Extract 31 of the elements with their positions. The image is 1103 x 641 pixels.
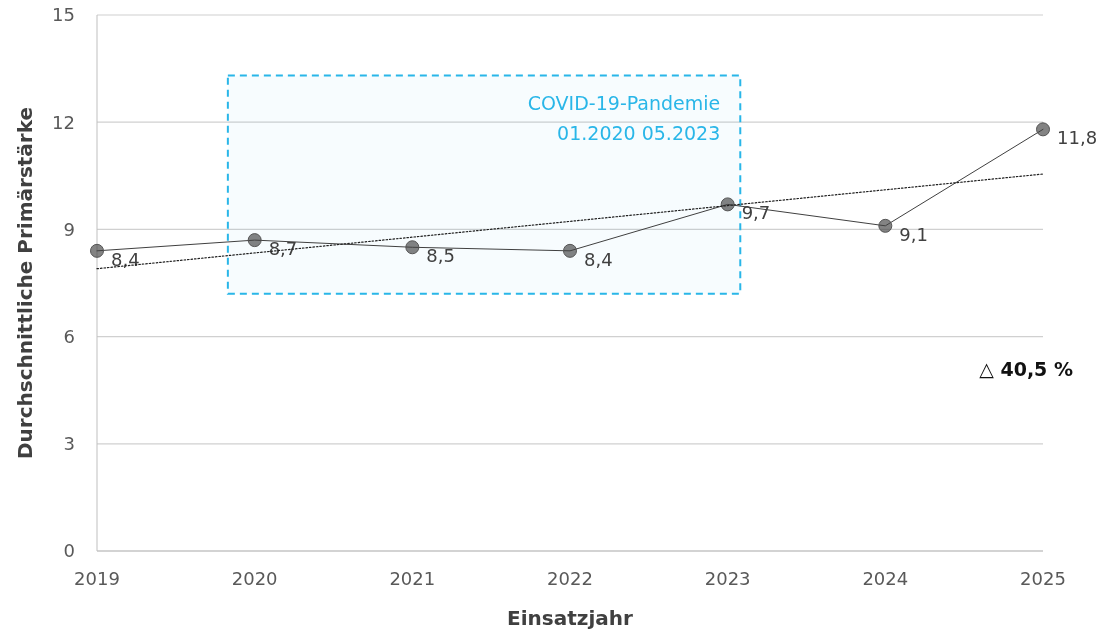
point <box>878 218 893 233</box>
data-label: 11,8 <box>1057 127 1098 149</box>
y-tick-label: 6 <box>63 325 75 347</box>
x-axis-title: Einsatzjahr <box>507 606 634 630</box>
annotation: △ 40,5 % <box>979 357 1073 380</box>
annotation: 01.2020 05.2023 <box>557 121 721 144</box>
x-tick-label: 2025 <box>1020 568 1066 589</box>
y-tick-label: 9 <box>63 218 75 240</box>
data-label: 9,1 <box>899 223 928 245</box>
data-label: 9,7 <box>741 202 771 224</box>
point <box>1036 122 1050 137</box>
x-tick-label: 2023 <box>704 568 751 589</box>
data-label: 8,5 <box>426 245 455 267</box>
y-tick-label: 15 <box>52 4 75 26</box>
y-tick-label: 0 <box>63 540 75 562</box>
point <box>247 233 262 248</box>
x-tick-label: 2021 <box>389 568 436 589</box>
x-tick-label: 2022 <box>547 568 593 589</box>
point <box>405 240 420 255</box>
x-tick-label: 2024 <box>862 568 909 589</box>
x-tick-label: 2019 <box>74 568 120 589</box>
point <box>90 243 104 258</box>
data-label: 8,4 <box>111 248 140 270</box>
y-tick-label: 3 <box>63 433 75 455</box>
point <box>720 197 735 212</box>
data-label: 8,4 <box>584 248 613 270</box>
point <box>563 243 577 258</box>
y-axis-title: Durchschnittliche Primärstärke <box>13 106 37 460</box>
band-label: COVID-19-Pandemie <box>527 91 721 114</box>
y-tick-label: 12 <box>52 111 75 133</box>
x-tick-label: 2020 <box>231 568 278 589</box>
